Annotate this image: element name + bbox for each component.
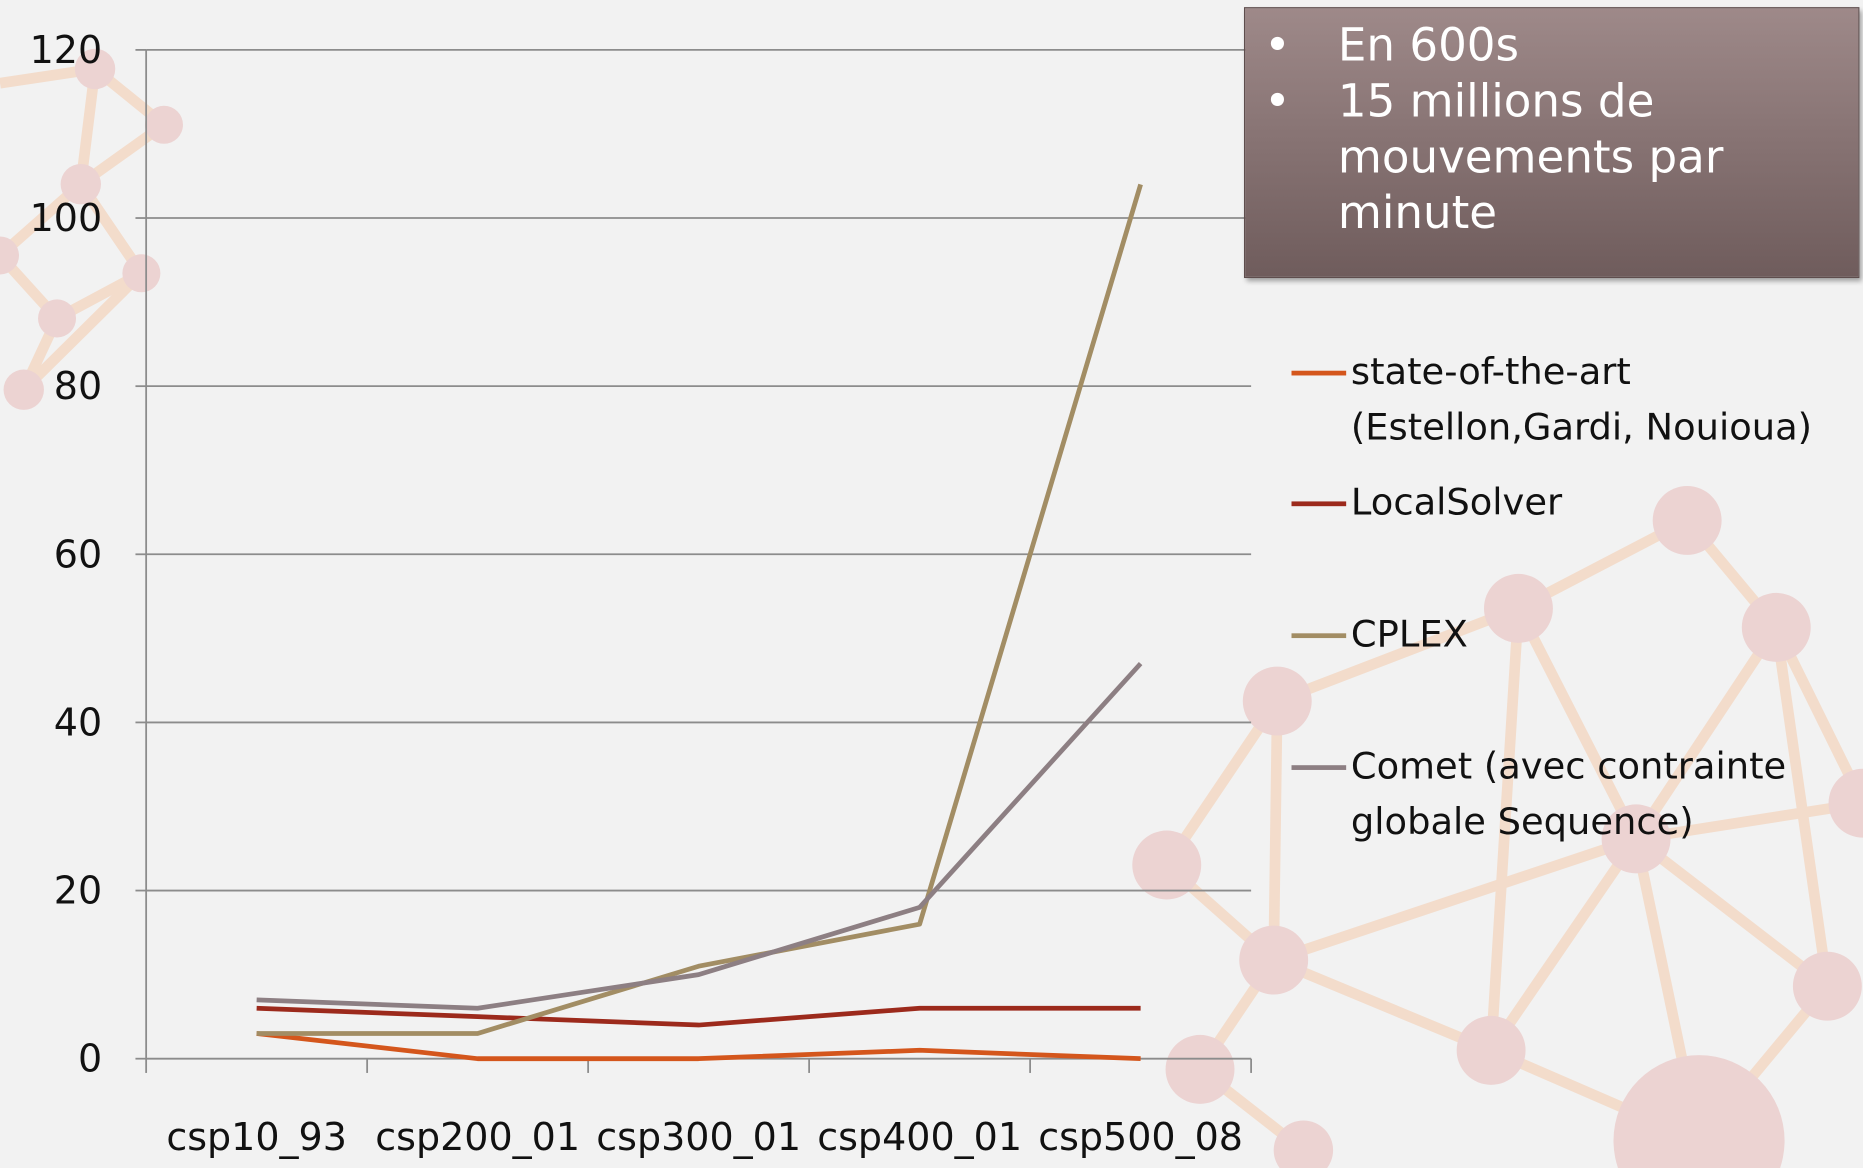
legend-label: Comet (avec contrainte globale Sequence)	[1351, 739, 1850, 851]
legend-label: LocalSolver	[1351, 475, 1850, 531]
series-line	[257, 1033, 1141, 1058]
x-tick-label: csp400_01	[817, 1115, 1022, 1159]
x-tick-label: csp200_01	[375, 1115, 580, 1159]
y-tick-label: 80	[54, 364, 102, 408]
callout: En 600s 15 millions de mouvements par mi…	[1244, 7, 1859, 278]
legend-swatch	[1292, 633, 1347, 638]
x-tick-label: csp10_93	[166, 1115, 347, 1159]
legend-item: LocalSolver	[1292, 475, 1850, 531]
callout-list: En 600s 15 millions de mouvements par mi…	[1245, 8, 1858, 241]
series-line	[257, 184, 1141, 1033]
callout-item: En 600s	[1245, 18, 1765, 74]
legend-label: state-of-the-art (Estellon,Gardi, Nouiou…	[1351, 345, 1850, 457]
series-line	[257, 664, 1141, 1009]
legend-item: Comet (avec contrainte globale Sequence)	[1292, 739, 1850, 851]
legend-swatch	[1292, 501, 1347, 506]
x-tick-label: csp500_08	[1038, 1115, 1243, 1159]
y-tick-label: 40	[54, 700, 102, 744]
page: 0 20 40 60 80 100 120 csp10_93 csp200_01 csp300_0…	[0, 0, 1863, 1168]
y-tick-label: 60	[54, 532, 102, 576]
legend-swatch	[1292, 371, 1347, 376]
x-tick-label: csp300_01	[596, 1115, 801, 1159]
y-tick-label: 120	[30, 28, 103, 72]
legend-label: CPLEX	[1351, 607, 1850, 663]
legend-item: state-of-the-art (Estellon,Gardi, Nouiou…	[1292, 345, 1850, 457]
y-tick-label: 20	[54, 869, 102, 913]
legend-item: CPLEX	[1292, 607, 1850, 663]
y-tick-label: 100	[30, 196, 103, 240]
legend-swatch	[1292, 765, 1347, 770]
series-line	[257, 1008, 1141, 1025]
slide: 0 20 40 60 80 100 120 csp10_93 csp200_01 csp300_0…	[0, 0, 1863, 1168]
callout-item: 15 millions de mouvements par minute	[1245, 74, 1765, 242]
y-tick-label: 0	[78, 1037, 102, 1081]
